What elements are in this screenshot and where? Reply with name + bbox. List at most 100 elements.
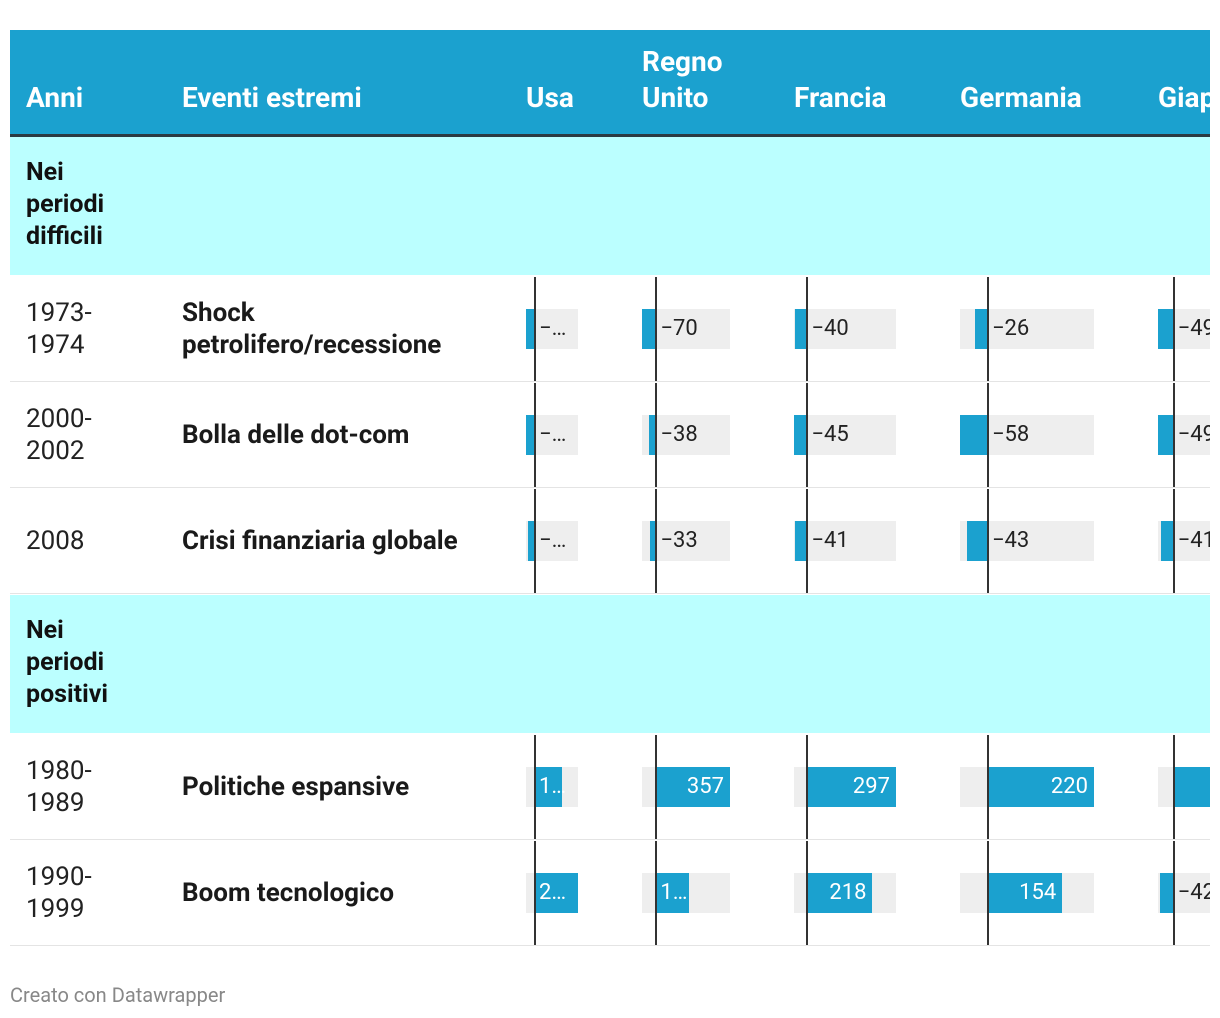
- bar: [528, 521, 535, 561]
- bar: [795, 521, 808, 561]
- bar: [656, 873, 690, 913]
- column-header: Eventi estremi: [182, 81, 362, 114]
- zero-line: [806, 383, 809, 487]
- bar-track: −49: [1158, 309, 1210, 349]
- bar-track: −45: [794, 415, 896, 455]
- footer: Creato con Datawrapper: [10, 983, 226, 1007]
- zero-line: [986, 841, 989, 945]
- zero-line: [986, 383, 989, 487]
- data-row: 1973-1974 Shock petrolifero/recessione −… −…: [10, 277, 1210, 382]
- value-label: −40: [811, 316, 849, 341]
- years: 1973-1974: [26, 298, 92, 360]
- years: 1990-1999: [26, 862, 92, 924]
- zero-line: [806, 735, 809, 839]
- value-label: −43: [991, 528, 1030, 553]
- value-label: 1…: [539, 774, 567, 799]
- zero-line: [655, 277, 658, 381]
- value-label: −49: [1177, 422, 1210, 447]
- value-label: 2…: [539, 880, 567, 905]
- bar-track: 297: [794, 767, 896, 807]
- header-row: Anni Eventi estremi Usa Regno Unito Francia G…: [10, 30, 1210, 137]
- bar: [649, 521, 657, 561]
- group-row: Nei periodi positivi: [10, 595, 1210, 733]
- value-label: 297: [852, 774, 890, 799]
- bar-track: −26: [960, 309, 1094, 349]
- bar: [807, 767, 896, 807]
- value-label: −70: [660, 316, 698, 341]
- value-label: −…: [539, 528, 567, 553]
- bar-track: 218: [794, 873, 896, 913]
- value-label: −…: [539, 422, 567, 447]
- bar: [526, 415, 535, 455]
- table: Anni Eventi estremi Usa Regno Unito Francia G…: [10, 0, 1210, 1018]
- bar-track: −58: [960, 415, 1094, 455]
- zero-line: [1172, 383, 1175, 487]
- group-title: Nei periodi positivi: [26, 616, 108, 709]
- value-label: −41: [811, 528, 849, 553]
- years: 2000-2002: [26, 404, 92, 466]
- zero-line: [1172, 277, 1175, 381]
- bar: [987, 767, 1094, 807]
- zero-line: [534, 735, 536, 839]
- bar: [1158, 415, 1174, 455]
- value-label: −45: [811, 422, 849, 447]
- zero-line: [1172, 735, 1175, 839]
- zero-line: [534, 277, 536, 381]
- data-row: 2000-2002 Bolla delle dot-com −… −38 −45 −58 −…: [10, 383, 1210, 488]
- years: 1980-1989: [26, 756, 92, 818]
- bar-track: −49: [1158, 415, 1210, 455]
- bar-track: −41: [1158, 521, 1210, 561]
- value-label: −38: [660, 422, 698, 447]
- bar: [1160, 521, 1174, 561]
- bar: [794, 415, 808, 455]
- group-title: Nei periodi difficili: [26, 158, 105, 251]
- event: Politiche espansive: [182, 772, 410, 802]
- bar: [642, 309, 657, 349]
- zero-line: [534, 841, 536, 945]
- value-label: −41: [1177, 528, 1210, 553]
- data-row: 1980-1989 Politiche espansive 1… 357 297 220: [10, 735, 1210, 840]
- column-header: Regno Unito: [642, 45, 723, 114]
- bar: [960, 415, 988, 455]
- zero-line: [1172, 841, 1175, 945]
- bar-track: −43: [960, 521, 1094, 561]
- zero-line: [655, 383, 658, 487]
- value-label: 154: [1019, 880, 1057, 905]
- value-label: −26: [991, 316, 1030, 341]
- zero-line: [655, 489, 658, 593]
- zero-line: [1172, 489, 1175, 593]
- zero-line: [986, 735, 989, 839]
- zero-line: [806, 277, 809, 381]
- bar: [535, 767, 562, 807]
- bar: [526, 309, 535, 349]
- data-row: 2008 Crisi finanziaria globale −… −33 −41 −43…: [10, 489, 1210, 594]
- column-header: Germania: [960, 81, 1082, 114]
- event: Bolla delle dot-com: [182, 420, 410, 450]
- bar: [1158, 309, 1174, 349]
- event: Shock petrolifero/recessione: [182, 298, 442, 360]
- value-label: 1…: [660, 880, 688, 905]
- bar: [987, 873, 1063, 913]
- event: Crisi finanziaria globale: [182, 526, 458, 556]
- value-label: 220: [1050, 774, 1088, 799]
- value-label: 218: [829, 880, 867, 905]
- column-header: Usa: [526, 81, 574, 114]
- bar-track: [1158, 767, 1210, 807]
- bar-track: −33: [642, 521, 730, 561]
- value-label: −49: [1177, 316, 1210, 341]
- zero-line: [806, 489, 809, 593]
- zero-line: [534, 383, 536, 487]
- zero-line: [986, 489, 989, 593]
- bar: [648, 415, 657, 455]
- zero-line: [986, 277, 989, 381]
- event: Boom tecnologico: [182, 878, 395, 908]
- bar: [795, 309, 808, 349]
- bar-track: −41: [794, 521, 896, 561]
- bar-track: 220: [960, 767, 1094, 807]
- bar: [1160, 873, 1174, 913]
- bar: [656, 767, 730, 807]
- value-label: −58: [991, 422, 1030, 447]
- column-header: Giappone: [1158, 81, 1210, 114]
- bar: [975, 309, 988, 349]
